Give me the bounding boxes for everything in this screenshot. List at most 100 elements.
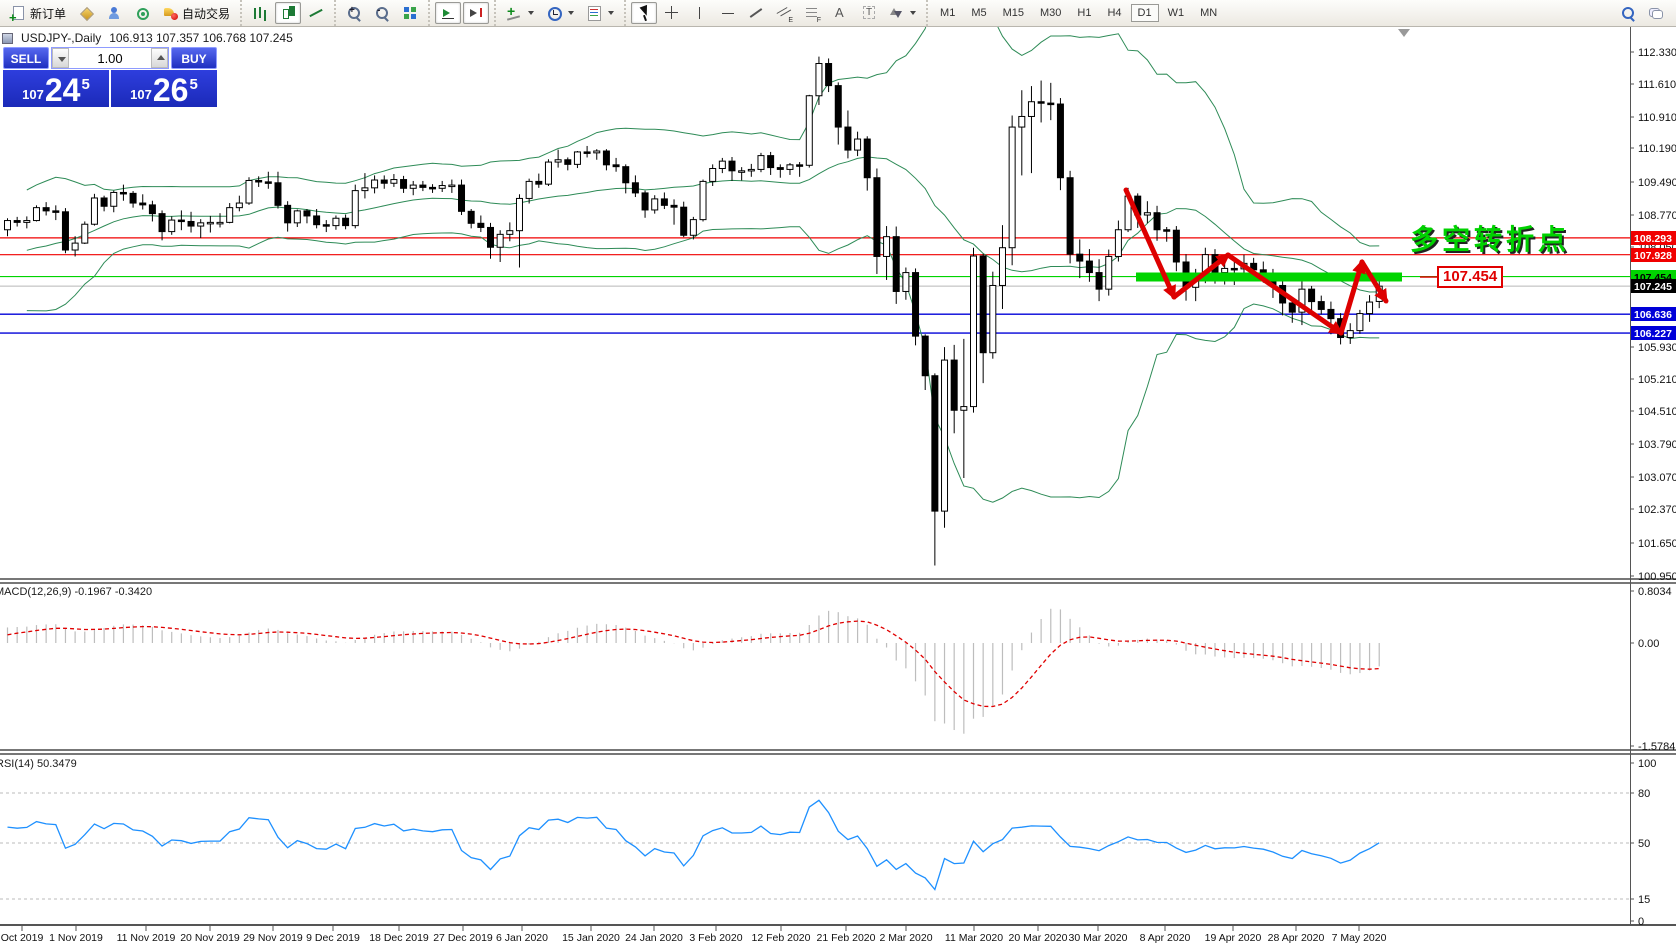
timeframe-M5-button[interactable]: M5 bbox=[971, 7, 987, 19]
indicators-icon bbox=[506, 3, 522, 21]
trendline-icon bbox=[748, 5, 764, 21]
cursor-icon bbox=[636, 5, 652, 21]
text-button[interactable] bbox=[827, 2, 853, 24]
svg-text:27 Dec 2019: 27 Dec 2019 bbox=[433, 932, 493, 944]
chevron-down-icon bbox=[608, 11, 615, 15]
auto-trading-icon bbox=[162, 5, 179, 21]
svg-text:-1.5784: -1.5784 bbox=[1638, 741, 1675, 753]
shapes-icon bbox=[888, 5, 904, 21]
signals-button[interactable] bbox=[129, 2, 155, 24]
timeframe-W1-button[interactable]: W1 bbox=[1167, 7, 1185, 19]
svg-text:110.190: 110.190 bbox=[1638, 143, 1676, 155]
buy-price-display[interactable]: 107 26 5 bbox=[111, 70, 217, 107]
cursor-button[interactable] bbox=[631, 2, 658, 24]
buy-price-big: 26 bbox=[152, 72, 189, 108]
volume-increase-button[interactable] bbox=[151, 48, 168, 68]
svg-text:106.227: 106.227 bbox=[1634, 328, 1672, 340]
periods-button[interactable] bbox=[541, 2, 579, 24]
buy-button[interactable]: BUY bbox=[171, 47, 217, 69]
auto-trading-button[interactable]: 自动交易 bbox=[157, 2, 235, 25]
auto-scroll-button[interactable] bbox=[435, 2, 462, 24]
crosshair-button[interactable] bbox=[659, 2, 685, 24]
timeframe-H1-button[interactable]: H1 bbox=[1077, 7, 1092, 19]
toolbar-group-add bbox=[494, 0, 624, 26]
periods-icon bbox=[546, 5, 563, 21]
candles-icon bbox=[280, 5, 296, 21]
svg-text:103.070: 103.070 bbox=[1638, 472, 1676, 484]
market-watch-button[interactable] bbox=[101, 2, 127, 24]
sell-price-display[interactable]: 107 24 5 bbox=[3, 70, 110, 107]
zoom-in-button[interactable]: + bbox=[341, 2, 367, 24]
trendline-button[interactable] bbox=[743, 2, 769, 24]
search-button[interactable] bbox=[1615, 2, 1641, 24]
toolbar-group-chart-type bbox=[240, 0, 334, 26]
svg-text:100.950: 100.950 bbox=[1638, 571, 1676, 583]
volume-decrease-button[interactable] bbox=[52, 48, 69, 68]
level-price-label: 107.454 bbox=[1437, 266, 1504, 288]
timeframe-D1-button[interactable]: D1 bbox=[1130, 4, 1159, 22]
styles-button[interactable] bbox=[73, 2, 99, 24]
timeframe-M15-button[interactable]: M15 bbox=[1002, 7, 1024, 19]
zoom-in-icon: + bbox=[346, 5, 362, 21]
tile-windows-button[interactable] bbox=[397, 2, 423, 24]
svg-text:30 Mar 2020: 30 Mar 2020 bbox=[1069, 932, 1128, 944]
zoom-out-button[interactable]: - bbox=[369, 2, 395, 24]
macd-pane-label: MACD(12,26,9) -0.1967 -0.3420 bbox=[0, 586, 153, 598]
volume-input[interactable] bbox=[69, 48, 151, 68]
svg-text:20 Mar 2020: 20 Mar 2020 bbox=[1009, 932, 1068, 944]
volume-stepper bbox=[51, 47, 169, 69]
chart-shift-icon bbox=[468, 5, 484, 21]
fibonacci-icon bbox=[804, 5, 821, 24]
sell-button[interactable]: SELL bbox=[3, 47, 49, 69]
line-icon bbox=[308, 5, 324, 21]
line-chart-button[interactable] bbox=[303, 2, 329, 24]
svg-text:100: 100 bbox=[1638, 758, 1656, 770]
svg-text:Oct 2019: Oct 2019 bbox=[1, 932, 44, 944]
svg-text:103.790: 103.790 bbox=[1638, 439, 1676, 451]
auto-trading-label: 自动交易 bbox=[182, 6, 231, 21]
vertical-line-button[interactable] bbox=[687, 2, 713, 24]
svg-text:15 Jan 2020: 15 Jan 2020 bbox=[562, 932, 620, 944]
crosshair-icon bbox=[664, 5, 680, 21]
signals-icon bbox=[134, 5, 150, 21]
indicators-button[interactable] bbox=[501, 2, 539, 24]
svg-text:102.370: 102.370 bbox=[1638, 504, 1676, 516]
svg-text:11 Mar 2020: 11 Mar 2020 bbox=[945, 932, 1003, 944]
svg-text:111.610: 111.610 bbox=[1638, 79, 1676, 91]
one-click-trading-panel: SELL BUY 107 24 5 107 26 5 bbox=[3, 47, 217, 107]
channel-icon bbox=[776, 5, 793, 24]
chart-title: USDJPY-,Daily 106.913 107.357 106.768 10… bbox=[2, 31, 293, 45]
rsi-pane-label: RSI(14) 50.3479 bbox=[0, 758, 77, 770]
chevron-down-icon bbox=[568, 11, 575, 15]
fibonacci-button[interactable] bbox=[799, 2, 825, 24]
templates-button[interactable] bbox=[581, 2, 619, 24]
toolbar-group-tools bbox=[624, 0, 926, 26]
new-order-button[interactable]: 新订单 bbox=[5, 2, 71, 25]
styles-icon bbox=[78, 5, 94, 21]
timeframe-H4-button[interactable]: H4 bbox=[1107, 7, 1122, 19]
equidistant-channel-button[interactable] bbox=[771, 2, 797, 24]
svg-text:9 Dec 2019: 9 Dec 2019 bbox=[306, 932, 360, 944]
toolbar-group-zoom: + - bbox=[334, 0, 428, 26]
svg-text:0: 0 bbox=[1638, 916, 1644, 928]
svg-text:105.210: 105.210 bbox=[1638, 374, 1676, 386]
shapes-button[interactable] bbox=[883, 2, 921, 24]
chat-icon bbox=[1648, 5, 1664, 21]
symbol-period-label: USDJPY-,Daily bbox=[21, 31, 102, 45]
timeframe-MN-button[interactable]: MN bbox=[1200, 7, 1218, 19]
horizontal-line-button[interactable] bbox=[715, 2, 741, 24]
svg-text:80: 80 bbox=[1638, 788, 1650, 800]
timeframe-M30-button[interactable]: M30 bbox=[1040, 7, 1062, 19]
svg-text:108.293: 108.293 bbox=[1634, 233, 1672, 245]
chart-shift-button[interactable] bbox=[463, 2, 490, 24]
bar-chart-button[interactable] bbox=[247, 3, 273, 23]
chat-button[interactable] bbox=[1643, 2, 1669, 24]
svg-text:1 Nov 2019: 1 Nov 2019 bbox=[49, 932, 103, 944]
svg-text:104.510: 104.510 bbox=[1638, 406, 1676, 418]
text-label-button[interactable] bbox=[855, 2, 881, 24]
candlestick-chart-button[interactable] bbox=[275, 2, 302, 24]
svg-text:108.770: 108.770 bbox=[1638, 210, 1676, 222]
timeframe-M1-button[interactable]: M1 bbox=[940, 7, 956, 19]
svg-text:24 Jan 2020: 24 Jan 2020 bbox=[625, 932, 683, 944]
